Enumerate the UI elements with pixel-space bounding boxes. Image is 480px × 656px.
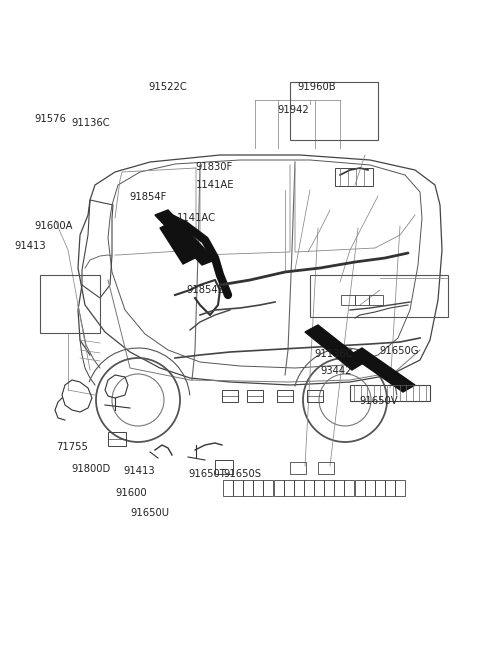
Text: 1141AC: 1141AC bbox=[177, 213, 216, 223]
Text: 91830F: 91830F bbox=[196, 162, 233, 173]
Text: 1141AE: 1141AE bbox=[196, 180, 234, 190]
Bar bbox=[277, 390, 293, 402]
Text: 91650T: 91650T bbox=[188, 468, 226, 479]
Polygon shape bbox=[350, 348, 415, 392]
Bar bbox=[385, 480, 395, 496]
Bar bbox=[365, 480, 375, 496]
Bar bbox=[307, 390, 323, 402]
Text: 91600: 91600 bbox=[115, 488, 147, 499]
Polygon shape bbox=[160, 222, 195, 264]
Bar bbox=[304, 480, 314, 496]
Bar bbox=[247, 390, 263, 402]
Text: 91960B: 91960B bbox=[298, 81, 336, 92]
Bar bbox=[350, 385, 430, 401]
Text: 91650S: 91650S bbox=[223, 468, 261, 479]
Bar bbox=[284, 480, 294, 496]
Bar bbox=[345, 480, 354, 496]
Bar bbox=[335, 168, 373, 186]
Bar bbox=[355, 295, 369, 305]
Bar bbox=[223, 480, 233, 496]
Text: 91136C: 91136C bbox=[71, 118, 109, 129]
Bar bbox=[233, 480, 243, 496]
Bar bbox=[253, 480, 264, 496]
Text: 91942: 91942 bbox=[277, 105, 309, 115]
Bar bbox=[395, 480, 405, 496]
Text: 91854E: 91854E bbox=[186, 285, 224, 295]
Bar bbox=[314, 480, 324, 496]
Bar bbox=[318, 462, 334, 474]
Bar bbox=[264, 480, 274, 496]
Text: 91136C: 91136C bbox=[314, 349, 353, 359]
Text: 91413: 91413 bbox=[14, 241, 46, 251]
Text: 91800D: 91800D bbox=[71, 464, 110, 474]
Bar bbox=[40, 275, 100, 333]
Bar bbox=[334, 480, 344, 496]
Text: 91650V: 91650V bbox=[359, 396, 397, 407]
Text: 71755: 71755 bbox=[57, 442, 88, 453]
Bar bbox=[375, 480, 385, 496]
Bar bbox=[243, 480, 253, 496]
Text: 91600A: 91600A bbox=[35, 221, 73, 232]
Polygon shape bbox=[305, 325, 365, 370]
Text: 91413: 91413 bbox=[124, 466, 156, 476]
Text: 91576: 91576 bbox=[35, 114, 66, 125]
Bar bbox=[369, 295, 383, 305]
Bar bbox=[310, 275, 448, 317]
Bar bbox=[108, 432, 126, 446]
Bar bbox=[290, 82, 378, 140]
Bar bbox=[290, 462, 306, 474]
Bar bbox=[215, 460, 233, 474]
Text: 93442: 93442 bbox=[321, 365, 352, 376]
Text: 91650U: 91650U bbox=[131, 508, 170, 518]
Bar bbox=[355, 480, 364, 496]
Bar bbox=[294, 480, 304, 496]
Text: 91650G: 91650G bbox=[379, 346, 419, 356]
Polygon shape bbox=[155, 210, 215, 265]
Bar bbox=[324, 480, 334, 496]
Text: 91854F: 91854F bbox=[130, 192, 167, 202]
Bar bbox=[274, 480, 284, 496]
Bar bbox=[341, 295, 355, 305]
Text: 91522C: 91522C bbox=[149, 81, 188, 92]
Bar bbox=[222, 390, 238, 402]
